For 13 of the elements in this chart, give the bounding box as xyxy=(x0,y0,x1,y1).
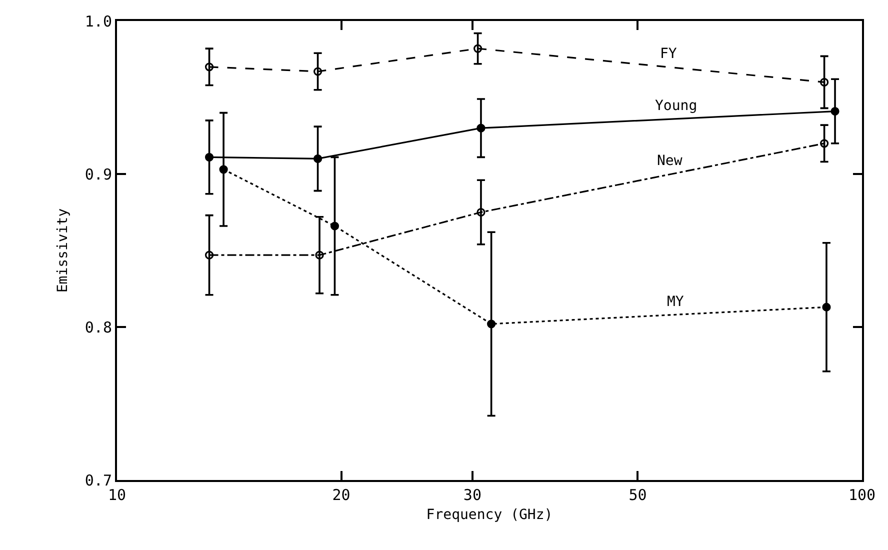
series-label: FY xyxy=(660,46,678,62)
x-tick-label: 20 xyxy=(332,486,350,504)
y-axis-title: Emissivity xyxy=(55,208,72,293)
series-label: MY xyxy=(667,294,684,310)
series-label: Young xyxy=(655,98,698,114)
y-tick-label: 1.0 xyxy=(84,12,112,30)
y-tick-label: 0.9 xyxy=(84,165,112,184)
y-tick-label: 0.8 xyxy=(84,318,112,336)
x-axis-title: Frequency (GHz) xyxy=(426,506,553,523)
x-tick-label: 30 xyxy=(463,486,482,504)
series-label: New xyxy=(657,153,683,169)
x-tick-label: 100 xyxy=(848,486,876,504)
x-tick-label: 50 xyxy=(628,486,647,504)
